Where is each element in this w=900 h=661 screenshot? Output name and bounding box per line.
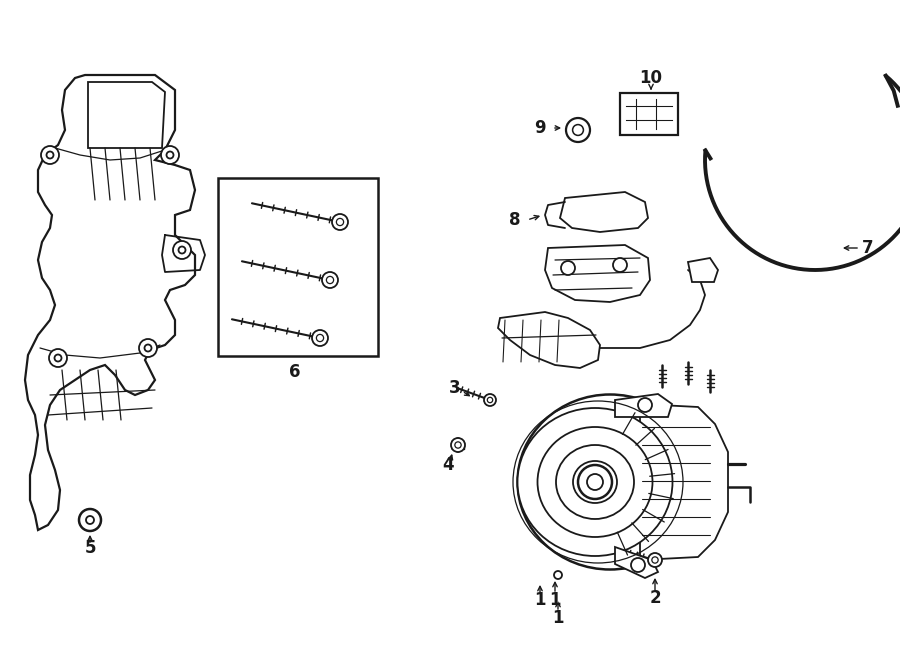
Circle shape [648,553,662,567]
Circle shape [454,442,461,448]
Text: 7: 7 [862,239,874,257]
Circle shape [572,125,583,136]
Polygon shape [615,547,658,578]
Circle shape [578,465,612,499]
Polygon shape [545,245,650,302]
Circle shape [631,558,645,572]
Circle shape [487,397,492,403]
Circle shape [484,394,496,406]
Circle shape [47,151,53,159]
Circle shape [312,330,328,346]
Circle shape [161,146,179,164]
Circle shape [554,571,562,579]
Ellipse shape [573,461,617,503]
Circle shape [49,349,67,367]
Ellipse shape [556,445,634,519]
Circle shape [317,334,324,342]
Text: 5: 5 [85,539,95,557]
Text: 2: 2 [649,589,661,607]
Text: 6: 6 [289,363,301,381]
Text: 1: 1 [549,591,561,609]
Circle shape [613,258,627,272]
Circle shape [139,339,157,357]
Circle shape [561,261,575,275]
Circle shape [451,438,465,452]
Polygon shape [688,258,718,282]
Circle shape [652,557,658,563]
Text: 1: 1 [535,591,545,609]
Polygon shape [560,192,648,232]
Text: 3: 3 [449,379,461,397]
Circle shape [41,146,59,164]
Bar [620,93,678,135]
Polygon shape [615,394,672,417]
Polygon shape [88,82,165,148]
Text: 9: 9 [535,119,545,137]
Circle shape [178,247,185,254]
Circle shape [322,272,338,288]
Circle shape [173,241,191,259]
Polygon shape [25,75,195,530]
Circle shape [638,398,652,412]
Circle shape [86,516,94,524]
Ellipse shape [537,427,652,537]
Text: 8: 8 [509,211,521,229]
Polygon shape [498,312,600,368]
Ellipse shape [518,395,703,570]
Ellipse shape [518,408,672,556]
Circle shape [79,509,101,531]
Text: 10: 10 [640,69,662,87]
Circle shape [55,354,61,362]
Circle shape [145,344,151,352]
Text: 1: 1 [535,591,545,609]
Text: 1: 1 [549,591,561,609]
Circle shape [166,151,174,159]
Text: 4: 4 [442,456,454,474]
Circle shape [587,474,603,490]
Bar [218,178,378,356]
Circle shape [337,218,344,225]
Text: 1: 1 [553,609,563,627]
Polygon shape [640,404,728,560]
Circle shape [332,214,348,230]
Circle shape [566,118,590,142]
Circle shape [327,276,334,284]
